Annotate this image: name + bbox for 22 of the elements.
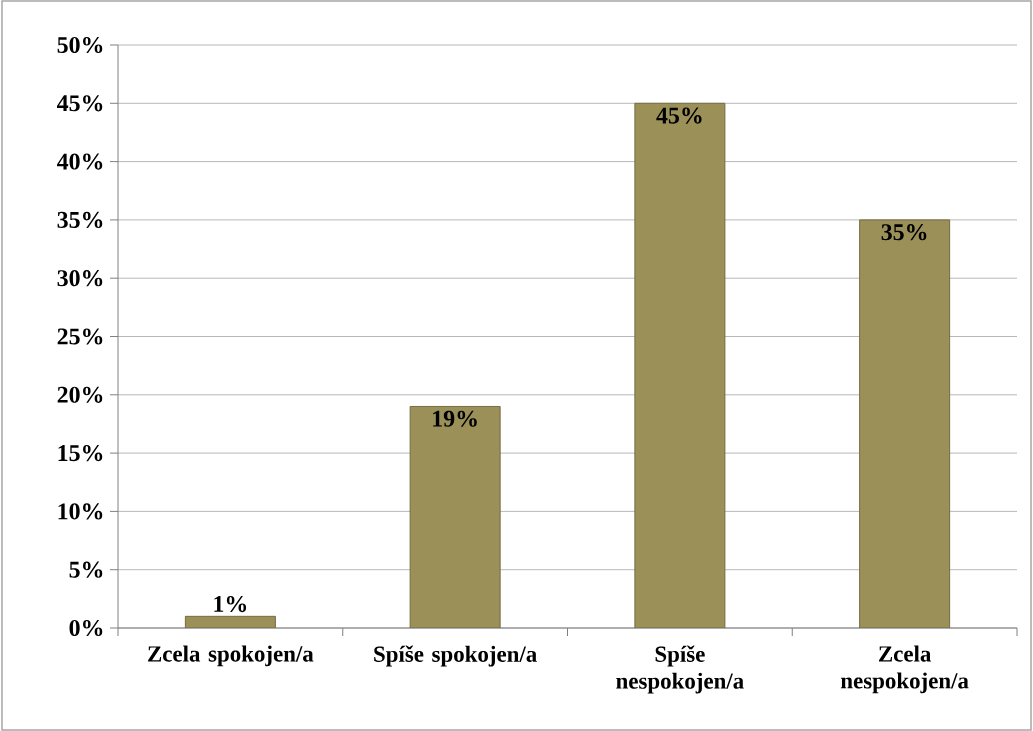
y-tick-label: 10% — [58, 503, 103, 520]
data-label: 35% — [881, 224, 927, 241]
y-tick-label: 35% — [57, 211, 103, 228]
x-tick-label: Zcela spokojen/a — [148, 645, 314, 667]
data-label: 19% — [433, 410, 477, 427]
y-tick-label: 25% — [57, 328, 103, 345]
x-tick-label: Spíše spokojen/a — [374, 645, 537, 667]
data-label: 1% — [214, 595, 247, 613]
y-tick-label: 40% — [56, 153, 103, 170]
y-tick-label: 20% — [57, 386, 103, 403]
y-tick-label: 15% — [58, 444, 103, 462]
x-tick-label: Zcela nespokojen/a — [840, 645, 969, 694]
y-tick-label: 0% — [69, 619, 103, 637]
y-tick-label: 50% — [57, 36, 103, 54]
y-tick-label: 5% — [69, 561, 103, 578]
bar — [409, 405, 501, 628]
y-tick-label: 30% — [57, 270, 103, 287]
bar — [634, 102, 726, 628]
y-tick-label: 45% — [56, 95, 103, 112]
data-label: 45% — [656, 107, 702, 124]
x-tick-label: Spíše nespokojen/a — [616, 645, 744, 694]
bar — [859, 219, 951, 628]
